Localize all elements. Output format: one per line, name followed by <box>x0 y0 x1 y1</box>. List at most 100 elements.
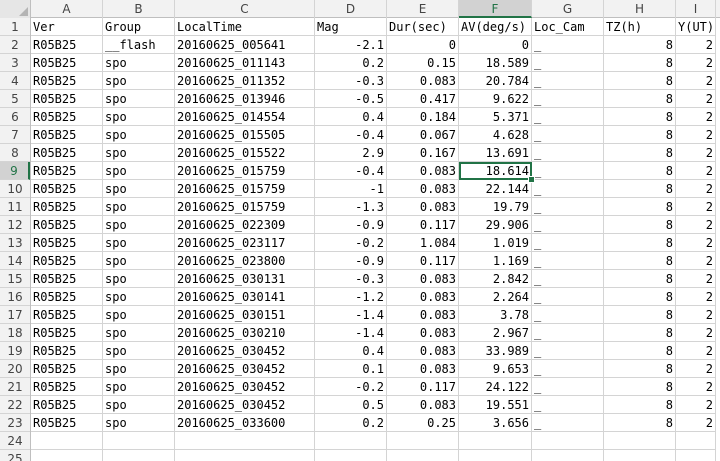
cell-a1[interactable]: Ver <box>31 18 103 36</box>
cell-f8[interactable]: 13.691 <box>459 144 532 162</box>
cell-d8[interactable]: 2.9 <box>315 144 387 162</box>
cell-b15[interactable]: spo <box>103 270 175 288</box>
cell-d22[interactable]: 0.5 <box>315 396 387 414</box>
row-header-7[interactable]: 7 <box>0 126 30 144</box>
cell-e13[interactable]: 1.084 <box>387 234 459 252</box>
cell-c14[interactable]: 20160625_023800 <box>175 252 315 270</box>
row-header-4[interactable]: 4 <box>0 72 30 90</box>
cell-h6[interactable]: 8 <box>604 108 676 126</box>
cell-h11[interactable]: 8 <box>604 198 676 216</box>
cell-h19[interactable]: 8 <box>604 342 676 360</box>
cell-i15[interactable]: 2 <box>676 270 716 288</box>
cell-g6[interactable]: _ <box>532 108 604 126</box>
cell-c3[interactable]: 20160625_011143 <box>175 54 315 72</box>
cell-e1[interactable]: Dur(sec) <box>387 18 459 36</box>
cell-c5[interactable]: 20160625_013946 <box>175 90 315 108</box>
column-header-i[interactable]: I <box>676 0 716 18</box>
cell-h12[interactable]: 8 <box>604 216 676 234</box>
cell-i20[interactable]: 2 <box>676 360 716 378</box>
cell-i19[interactable]: 2 <box>676 342 716 360</box>
cell-g19[interactable]: _ <box>532 342 604 360</box>
cell-g3[interactable]: _ <box>532 54 604 72</box>
cell-e14[interactable]: 0.117 <box>387 252 459 270</box>
cell-c25[interactable] <box>175 450 315 461</box>
cell-c7[interactable]: 20160625_015505 <box>175 126 315 144</box>
cell-c17[interactable]: 20160625_030151 <box>175 306 315 324</box>
cell-a19[interactable]: R05B25 <box>31 342 103 360</box>
cell-i16[interactable]: 2 <box>676 288 716 306</box>
row-header-17[interactable]: 17 <box>0 306 30 324</box>
cell-i9[interactable]: 2 <box>676 162 716 180</box>
cell-b4[interactable]: spo <box>103 72 175 90</box>
cell-d10[interactable]: -1 <box>315 180 387 198</box>
cell-i13[interactable]: 2 <box>676 234 716 252</box>
cell-a24[interactable] <box>31 432 103 450</box>
cell-b6[interactable]: spo <box>103 108 175 126</box>
cell-e6[interactable]: 0.184 <box>387 108 459 126</box>
row-header-8[interactable]: 8 <box>0 144 30 162</box>
column-header-a[interactable]: A <box>31 0 103 18</box>
cell-h20[interactable]: 8 <box>604 360 676 378</box>
cell-e15[interactable]: 0.083 <box>387 270 459 288</box>
cell-d19[interactable]: 0.4 <box>315 342 387 360</box>
column-header-g[interactable]: G <box>532 0 604 18</box>
cell-b22[interactable]: spo <box>103 396 175 414</box>
cell-a21[interactable]: R05B25 <box>31 378 103 396</box>
cell-d15[interactable]: -0.3 <box>315 270 387 288</box>
cell-b10[interactable]: spo <box>103 180 175 198</box>
cell-h25[interactable] <box>604 450 676 461</box>
cell-a16[interactable]: R05B25 <box>31 288 103 306</box>
cell-b12[interactable]: spo <box>103 216 175 234</box>
cell-i25[interactable] <box>676 450 716 461</box>
cell-c24[interactable] <box>175 432 315 450</box>
cell-g5[interactable]: _ <box>532 90 604 108</box>
cell-g21[interactable]: _ <box>532 378 604 396</box>
cell-d4[interactable]: -0.3 <box>315 72 387 90</box>
cell-h23[interactable]: 8 <box>604 414 676 432</box>
cell-h17[interactable]: 8 <box>604 306 676 324</box>
column-header-c[interactable]: C <box>175 0 315 18</box>
cell-f2[interactable]: 0 <box>459 36 532 54</box>
cell-i24[interactable] <box>676 432 716 450</box>
cell-d5[interactable]: -0.5 <box>315 90 387 108</box>
cell-e18[interactable]: 0.083 <box>387 324 459 342</box>
row-header-12[interactable]: 12 <box>0 216 30 234</box>
cell-b8[interactable]: spo <box>103 144 175 162</box>
cell-b14[interactable]: spo <box>103 252 175 270</box>
cell-g9[interactable]: _ <box>532 162 604 180</box>
row-header-22[interactable]: 22 <box>0 396 30 414</box>
cell-e7[interactable]: 0.067 <box>387 126 459 144</box>
cell-a10[interactable]: R05B25 <box>31 180 103 198</box>
column-header-f[interactable]: F <box>459 0 532 18</box>
cell-e19[interactable]: 0.083 <box>387 342 459 360</box>
row-header-16[interactable]: 16 <box>0 288 30 306</box>
cell-h22[interactable]: 8 <box>604 396 676 414</box>
cell-g12[interactable]: _ <box>532 216 604 234</box>
cell-c11[interactable]: 20160625_015759 <box>175 198 315 216</box>
cell-g15[interactable]: _ <box>532 270 604 288</box>
cell-h3[interactable]: 8 <box>604 54 676 72</box>
cell-i21[interactable]: 2 <box>676 378 716 396</box>
row-header-3[interactable]: 3 <box>0 54 30 72</box>
cell-d13[interactable]: -0.2 <box>315 234 387 252</box>
cell-c15[interactable]: 20160625_030131 <box>175 270 315 288</box>
cell-d6[interactable]: 0.4 <box>315 108 387 126</box>
cell-c22[interactable]: 20160625_030452 <box>175 396 315 414</box>
cell-d3[interactable]: 0.2 <box>315 54 387 72</box>
cell-d25[interactable] <box>315 450 387 461</box>
cell-e5[interactable]: 0.417 <box>387 90 459 108</box>
cell-e22[interactable]: 0.083 <box>387 396 459 414</box>
select-all-button[interactable] <box>0 0 31 18</box>
cell-f23[interactable]: 3.656 <box>459 414 532 432</box>
cell-e8[interactable]: 0.167 <box>387 144 459 162</box>
cell-g11[interactable]: _ <box>532 198 604 216</box>
cell-i17[interactable]: 2 <box>676 306 716 324</box>
cell-a9[interactable]: R05B25 <box>31 162 103 180</box>
cell-a14[interactable]: R05B25 <box>31 252 103 270</box>
cell-g14[interactable]: _ <box>532 252 604 270</box>
cell-b16[interactable]: spo <box>103 288 175 306</box>
cell-c6[interactable]: 20160625_014554 <box>175 108 315 126</box>
cell-g2[interactable]: _ <box>532 36 604 54</box>
cell-a3[interactable]: R05B25 <box>31 54 103 72</box>
cell-e20[interactable]: 0.083 <box>387 360 459 378</box>
